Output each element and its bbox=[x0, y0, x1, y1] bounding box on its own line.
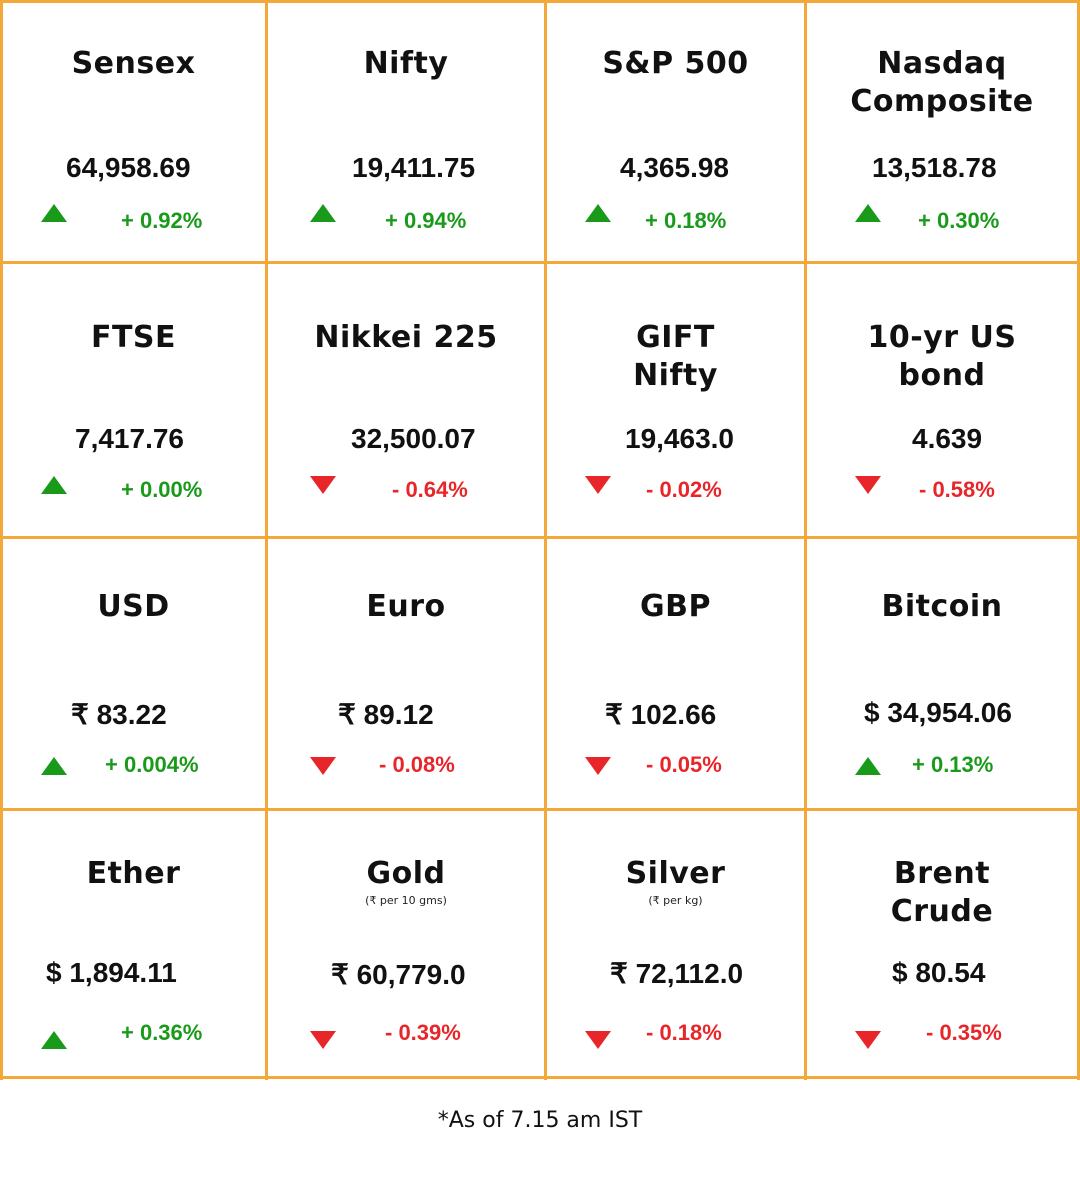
arrow-down-icon bbox=[855, 476, 881, 494]
cell-value: 64,958.69 bbox=[66, 152, 191, 183]
cell-title: Gold bbox=[366, 856, 446, 891]
cell-brent-crude: Brent Crude $ 80.54 - 0.35% bbox=[806, 810, 1078, 1077]
cell-value: ₹ 102.66 bbox=[605, 699, 717, 730]
arrow-down-icon bbox=[310, 476, 336, 494]
cell-value: 32,500.07 bbox=[351, 423, 476, 454]
cell-value: $ 80.54 bbox=[892, 957, 986, 988]
cell-silver: Silver (₹ per kg) ₹ 72,112.0 - 0.18% bbox=[546, 810, 805, 1077]
cell-change: + 0.13% bbox=[912, 752, 994, 777]
cell-subtitle: (₹ per 10 gms) bbox=[365, 894, 447, 907]
cell-change: - 0.39% bbox=[385, 1020, 461, 1045]
cell-change: + 0.92% bbox=[121, 208, 203, 233]
cell-title: S&P 500 bbox=[602, 46, 749, 81]
cell-value: 19,463.0 bbox=[625, 423, 734, 454]
cell-change: + 0.94% bbox=[385, 208, 467, 233]
cell-title: Nasdaq Composite bbox=[850, 46, 1034, 119]
cell-title: Ether bbox=[86, 856, 181, 891]
grid-line bbox=[0, 0, 1080, 3]
cell-value: ₹ 60,779.0 bbox=[331, 959, 466, 990]
grid-line bbox=[0, 808, 1080, 811]
cell-title: Brent Crude bbox=[890, 856, 994, 929]
cell-title: Nifty bbox=[363, 46, 449, 81]
cell-title: Euro bbox=[366, 589, 446, 624]
cell-title: FTSE bbox=[90, 320, 177, 355]
arrow-up-icon bbox=[41, 476, 67, 494]
cell-change: - 0.08% bbox=[379, 752, 455, 777]
cell-change: - 0.02% bbox=[646, 477, 722, 502]
grid-line bbox=[0, 1076, 1080, 1079]
grid-line bbox=[265, 0, 268, 1080]
cell-title: 10-yr US bond bbox=[867, 320, 1017, 393]
market-grid: Sensex 64,958.69 + 0.92% Nifty 19,411.75… bbox=[0, 0, 1080, 1080]
arrow-down-icon bbox=[310, 1031, 336, 1049]
arrow-up-icon bbox=[855, 204, 881, 222]
footnote: *As of 7.15 am IST bbox=[437, 1108, 643, 1133]
cell-gift-nifty: GIFT Nifty 19,463.0 - 0.02% bbox=[546, 263, 805, 538]
cell-title: Silver bbox=[625, 856, 726, 891]
cell-change: - 0.64% bbox=[392, 477, 468, 502]
cell-euro: Euro ₹ 89.12 - 0.08% bbox=[267, 538, 545, 810]
cell-nasdaq: Nasdaq Composite 13,518.78 + 0.30% bbox=[806, 0, 1078, 262]
cell-value: ₹ 89.12 bbox=[338, 699, 434, 730]
arrow-down-icon bbox=[585, 476, 611, 494]
cell-title: Sensex bbox=[71, 46, 196, 81]
cell-usd: USD ₹ 83.22 + 0.004% bbox=[0, 538, 267, 810]
arrow-up-icon bbox=[310, 204, 336, 222]
cell-value: $ 34,954.06 bbox=[864, 697, 1012, 728]
arrow-up-icon bbox=[41, 1031, 67, 1049]
arrow-up-icon bbox=[855, 757, 881, 775]
cell-sensex: Sensex 64,958.69 + 0.92% bbox=[0, 0, 267, 262]
cell-bitcoin: Bitcoin $ 34,954.06 + 0.13% bbox=[806, 538, 1078, 810]
cell-nifty: Nifty 19,411.75 + 0.94% bbox=[267, 0, 545, 262]
cell-title: GIFT Nifty bbox=[633, 320, 718, 393]
arrow-up-icon bbox=[41, 757, 67, 775]
cell-change: + 0.00% bbox=[121, 477, 203, 502]
cell-title: Bitcoin bbox=[881, 589, 1003, 624]
cell-title: GBP bbox=[640, 589, 711, 624]
cell-change: - 0.35% bbox=[926, 1020, 1002, 1045]
cell-subtitle: (₹ per kg) bbox=[648, 894, 703, 907]
arrow-down-icon bbox=[855, 1031, 881, 1049]
cell-change: - 0.58% bbox=[919, 477, 995, 502]
cell-value: $ 1,894.11 bbox=[46, 957, 177, 988]
cell-gbp: GBP ₹ 102.66 - 0.05% bbox=[546, 538, 805, 810]
arrow-down-icon bbox=[310, 757, 336, 775]
grid-line bbox=[804, 0, 807, 1080]
arrow-down-icon bbox=[585, 1031, 611, 1049]
grid-line bbox=[544, 0, 547, 1080]
arrow-down-icon bbox=[585, 757, 611, 775]
cell-value: ₹ 83.22 bbox=[71, 699, 167, 730]
cell-value: 7,417.76 bbox=[75, 423, 184, 454]
cell-gold: Gold (₹ per 10 gms) ₹ 60,779.0 - 0.39% bbox=[267, 810, 545, 1077]
cell-change: + 0.18% bbox=[645, 208, 727, 233]
cell-sp500: S&P 500 4,365.98 + 0.18% bbox=[546, 0, 805, 262]
cell-10yr-bond: 10-yr US bond 4.639 - 0.58% bbox=[806, 263, 1078, 538]
cell-title: USD bbox=[97, 589, 170, 624]
arrow-up-icon bbox=[585, 204, 611, 222]
grid-line bbox=[0, 536, 1080, 539]
grid-line bbox=[1077, 0, 1080, 1080]
cell-ftse: FTSE 7,417.76 + 0.00% bbox=[0, 263, 267, 538]
cell-value: 19,411.75 bbox=[352, 152, 476, 183]
cell-change: + 0.30% bbox=[918, 208, 1000, 233]
grid-line bbox=[0, 0, 3, 1080]
cell-value: 13,518.78 bbox=[872, 152, 997, 183]
cell-value: 4.639 bbox=[912, 423, 983, 454]
cell-nikkei: Nikkei 225 32,500.07 - 0.64% bbox=[267, 263, 545, 538]
cell-ether: Ether $ 1,894.11 + 0.36% bbox=[0, 810, 267, 1077]
cell-value: ₹ 72,112.0 bbox=[610, 958, 744, 989]
arrow-up-icon bbox=[41, 204, 67, 222]
cell-title: Nikkei 225 bbox=[314, 320, 498, 355]
cell-change: + 0.004% bbox=[105, 752, 199, 777]
grid-line bbox=[0, 261, 1080, 264]
cell-change: + 0.36% bbox=[121, 1020, 203, 1045]
cell-value: 4,365.98 bbox=[620, 152, 729, 183]
cell-change: - 0.05% bbox=[646, 752, 722, 777]
cell-change: - 0.18% bbox=[646, 1020, 722, 1045]
